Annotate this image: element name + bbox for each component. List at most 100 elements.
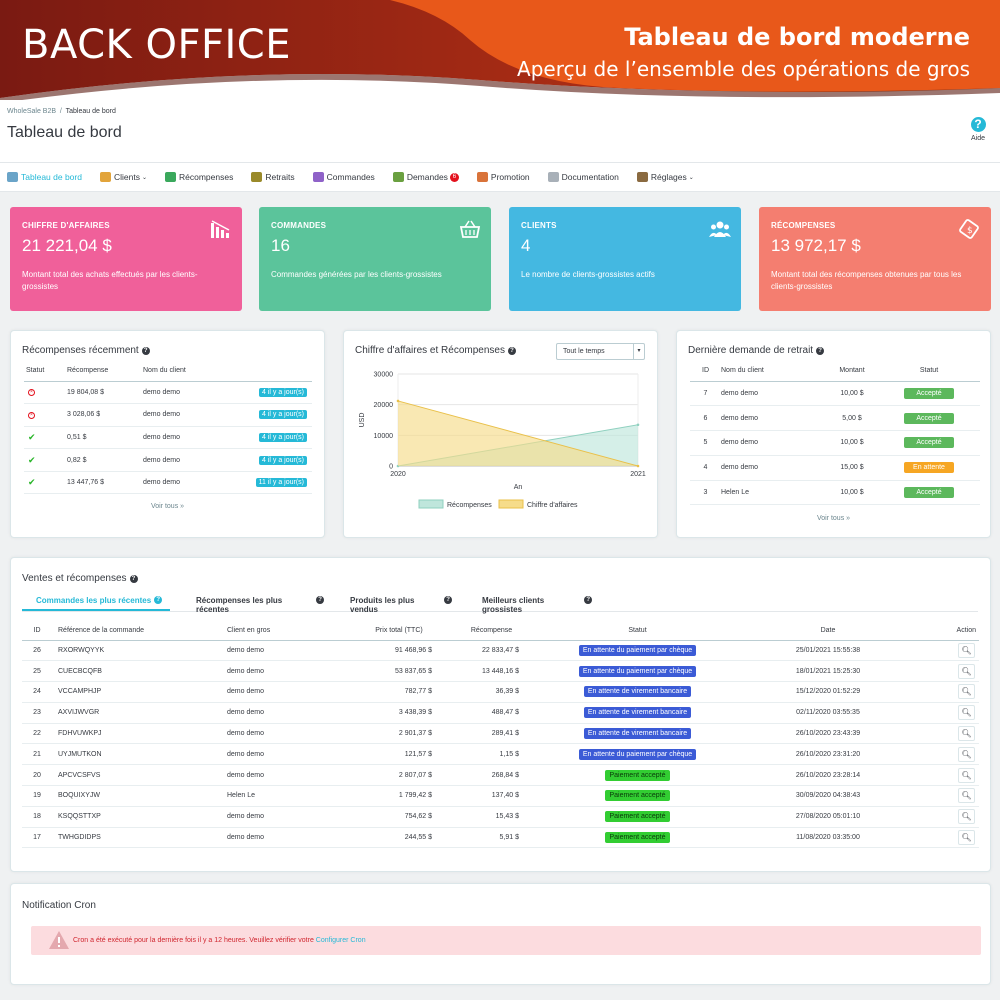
table-row: 4 demo demo 15,00 $ En attente (690, 455, 980, 481)
client-link[interactable]: demo demo (143, 471, 216, 495)
client-link[interactable]: demo demo (197, 660, 344, 683)
client-link[interactable]: demo demo (197, 640, 344, 662)
view-order-search-icon[interactable]: 🔍︎ (958, 684, 975, 700)
requests-icon (392, 172, 404, 182)
help-icon[interactable]: ? (970, 117, 986, 132)
column-header: Statut (24, 361, 67, 382)
legend-label[interactable]: Récompenses (447, 502, 492, 509)
client-link[interactable]: demo demo (721, 430, 826, 456)
client-link[interactable]: demo demo (143, 403, 216, 427)
nav-item-label: Clients (113, 172, 140, 182)
column-header: ID (690, 361, 721, 382)
customers-icon (99, 172, 111, 182)
question-icon[interactable]: ? (507, 346, 516, 355)
table-row: 18 KSQQSTTXP demo demo 754,62 $15,43 $ Paiem… (22, 806, 979, 828)
tab-best-customers[interactable]: Meilleurs clients grossistes? (452, 590, 592, 614)
legend-label[interactable]: Chiffre d'affaires (527, 502, 578, 509)
nav-item-label: Documentation (561, 172, 619, 182)
client-link[interactable]: demo demo (721, 405, 826, 432)
time-cell: 4 il y a jour(s) (215, 381, 312, 405)
withdrawals-see-all-link[interactable]: Voir tous » (816, 515, 851, 522)
kpi-value: 21 221,04 $ (22, 236, 112, 255)
nav-item-orders[interactable]: Commandes (312, 172, 375, 182)
nav-item-settings[interactable]: Réglages ⌄ (636, 172, 694, 182)
view-order-search-icon[interactable]: 🔍︎ (958, 642, 975, 658)
client-link[interactable]: demo demo (143, 448, 216, 472)
legend-swatch[interactable] (418, 499, 444, 509)
nav-item-withdrawals[interactable]: Retraits (251, 172, 295, 182)
chevron-down-icon[interactable]: ⌄ (141, 174, 147, 181)
client-link[interactable]: demo demo (721, 381, 826, 407)
tab-label: Meilleurs clients grossistes (482, 596, 545, 614)
order-reward: 488,47 $ (454, 702, 529, 724)
client-link[interactable]: demo demo (197, 681, 344, 703)
nav-item-rewards[interactable]: Récompenses (164, 172, 234, 182)
withdrawal-id: 4 (690, 455, 721, 481)
recent-rewards-see-all-link[interactable]: Voir tous » (150, 503, 185, 510)
view-order-search-icon[interactable]: 🔍︎ (958, 767, 975, 783)
view-order-search-icon[interactable]: 🔍︎ (958, 726, 975, 742)
status-cell: Accepté (878, 430, 980, 456)
banner-right-subtitle: Aperçu de l’ensemble des opérations de g… (517, 57, 970, 81)
order-date: 30/09/2020 04:38:43 (746, 785, 910, 807)
question-icon[interactable]: ? (141, 346, 150, 355)
area-chart: 0 10000 20000 30000 2020 2021 An USD Récompenses… (359, 372, 646, 510)
nav-item-label: Récompenses (178, 172, 234, 182)
y-tick-label: 10000 (374, 433, 394, 440)
view-order-search-icon[interactable]: 🔍︎ (958, 788, 975, 804)
order-reward: 137,40 $ (454, 785, 529, 807)
client-link[interactable]: demo demo (197, 827, 344, 849)
y-axis-label: USD (359, 413, 366, 428)
chevron-down-icon[interactable]: ⌄ (688, 174, 694, 181)
chevron-down-icon[interactable]: ▾ (633, 344, 644, 359)
client-link[interactable]: demo demo (143, 381, 216, 405)
view-order-search-icon[interactable]: 🔍︎ (958, 746, 975, 762)
client-link[interactable]: demo demo (197, 723, 344, 745)
tab-best-products[interactable]: Produits les plus vendus? (324, 590, 452, 614)
withdrawal-id: 6 (690, 405, 721, 432)
bar-chart-down-icon (210, 219, 232, 239)
client-link[interactable]: Helen Le (721, 480, 826, 506)
question-icon[interactable]: ? (584, 596, 592, 604)
order-status-badge: En attente de virement bancaire (583, 707, 692, 719)
breadcrumb-root[interactable]: WholeSale B2B (7, 108, 57, 115)
nav-item-customers[interactable]: Clients ⌄ (99, 172, 147, 182)
nav-item-dashboard[interactable]: Tableau de bord (7, 172, 82, 182)
view-order-search-icon[interactable]: 🔍︎ (958, 663, 975, 679)
client-link[interactable]: demo demo (197, 764, 344, 787)
status-cell: × (24, 403, 67, 427)
breadcrumb-separator: / (59, 108, 62, 115)
view-order-search-icon[interactable]: 🔍︎ (958, 809, 975, 825)
tab-recent-rewards[interactable]: Récompenses les plus récentes? (170, 590, 324, 614)
client-link[interactable]: demo demo (197, 743, 344, 766)
order-total: 53 837,65 $ (344, 660, 454, 683)
nav-item-documentation[interactable]: Documentation (547, 172, 619, 182)
question-icon[interactable]: ? (154, 596, 163, 604)
client-link[interactable]: demo demo (197, 806, 344, 828)
order-total: 244,55 $ (344, 827, 454, 849)
tab-recent-orders[interactable]: Commandes les plus récentes? (22, 590, 170, 611)
view-order-search-icon[interactable]: 🔍︎ (958, 705, 975, 721)
question-icon[interactable]: ? (129, 574, 138, 583)
nav-item-label: Réglages (650, 172, 687, 182)
client-link[interactable]: Helen Le (197, 785, 344, 807)
nav-item-promotion[interactable]: Promotion (476, 172, 530, 182)
view-order-search-icon[interactable]: 🔍︎ (958, 830, 975, 846)
order-reward: 5,91 $ (454, 827, 529, 849)
action-cell: 🔍︎ (910, 785, 979, 807)
withdrawals-table: ID Nom du client Montant Statut 7 demo de… (690, 361, 980, 506)
client-link[interactable]: demo demo (143, 426, 216, 450)
configure-cron-link[interactable]: Configurer Cron (315, 937, 366, 944)
help-button[interactable]: ? Aide (965, 117, 991, 142)
question-icon[interactable]: ? (816, 346, 825, 355)
question-icon[interactable]: ? (316, 596, 324, 604)
client-link[interactable]: demo demo (197, 702, 344, 724)
order-status-badge: En attente de virement bancaire (583, 686, 692, 698)
nav-item-requests[interactable]: Demandes 6 (392, 172, 459, 182)
period-select[interactable]: Tout le temps ▾ (556, 343, 645, 360)
question-icon[interactable]: ? (444, 596, 452, 604)
legend-swatch[interactable] (498, 499, 524, 509)
client-link[interactable]: demo demo (721, 455, 826, 481)
action-cell: 🔍︎ (910, 827, 979, 849)
time-ago-badge: 4 il y a jour(s) (258, 455, 307, 465)
